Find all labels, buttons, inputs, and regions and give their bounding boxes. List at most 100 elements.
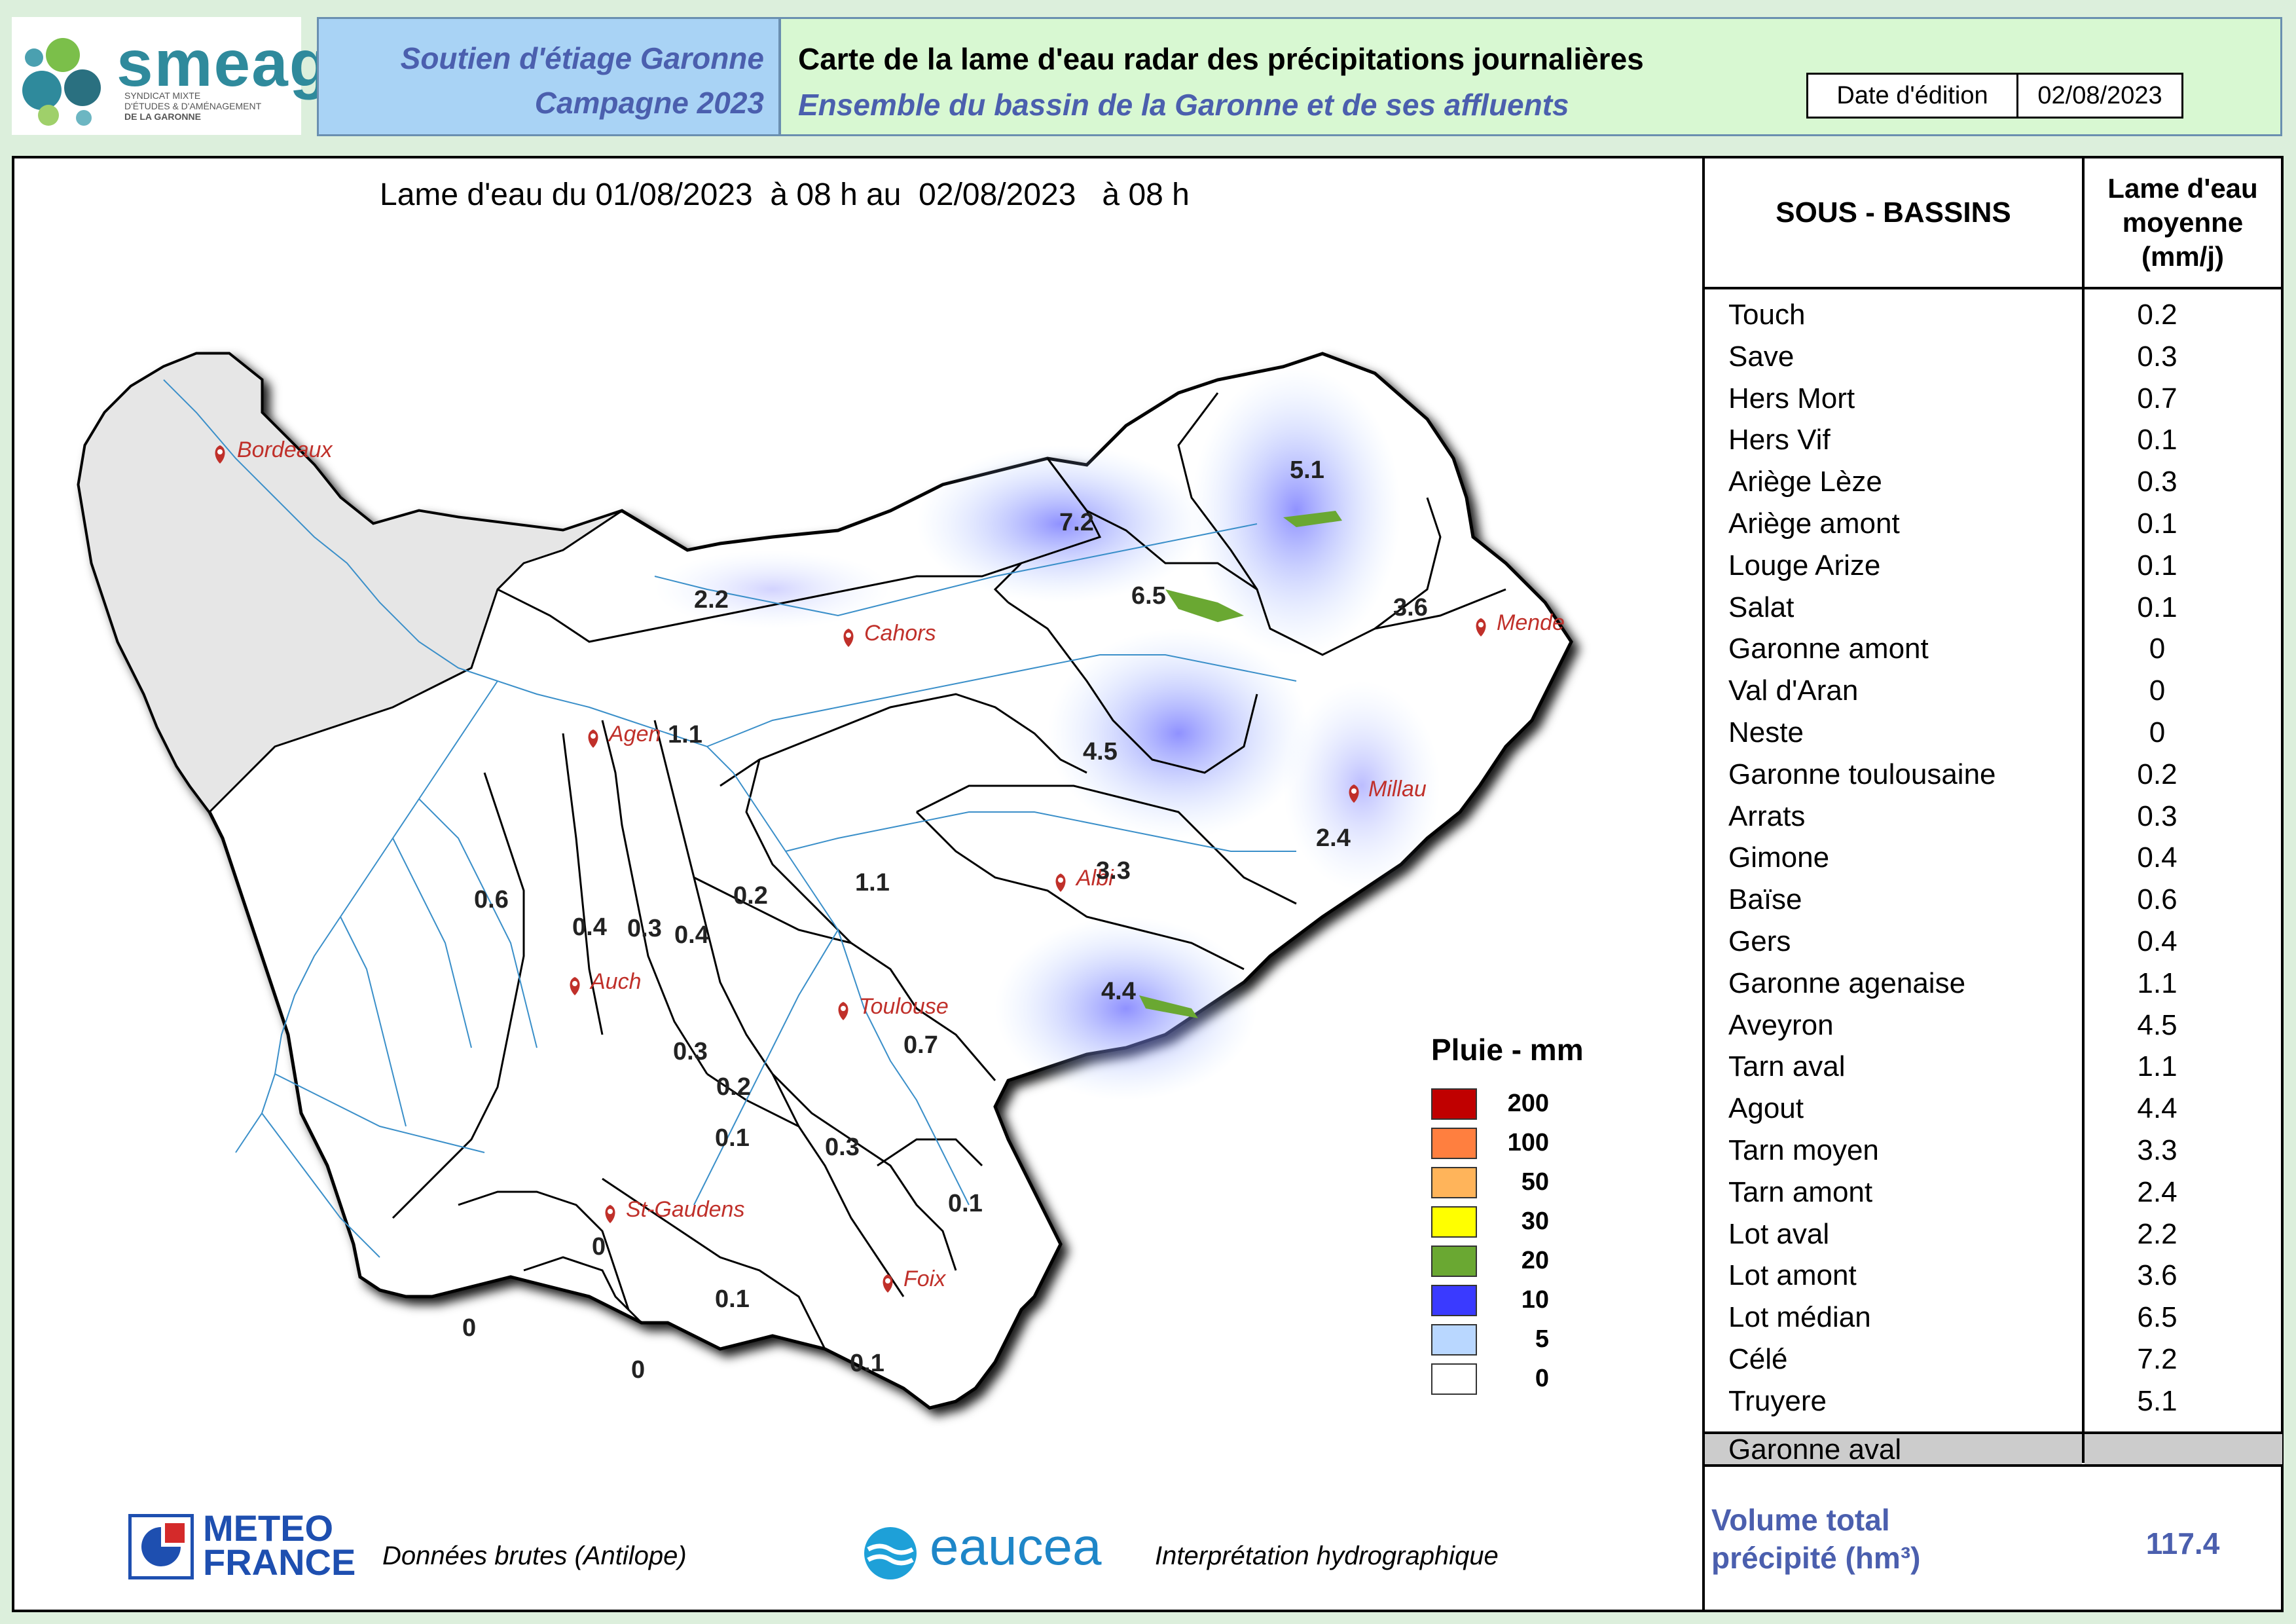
- table-row: Val d'Aran 0: [1728, 674, 2278, 716]
- title-box: Carte de la lame d'eau radar des précipi…: [779, 17, 2282, 136]
- subbasin-rain-value: 2.4: [2137, 1175, 2178, 1208]
- subbasin-rain-value: 0.3: [2137, 466, 2178, 498]
- rain-core: [1165, 589, 1244, 622]
- subbasin-rain-value: 3.3: [2137, 1134, 2178, 1166]
- meteo-france-logo-icon: [128, 1514, 194, 1579]
- legend-value: 30: [1521, 1208, 1549, 1235]
- map-pin-icon: [1349, 784, 1359, 803]
- campaign-box: Soutien d'étiage Garonne Campagne 2023: [317, 17, 780, 136]
- city-label: Cahors: [864, 621, 936, 646]
- legend-swatch: [1431, 1285, 1477, 1316]
- legend-value: 50: [1521, 1168, 1549, 1196]
- subbasin-name: Gers: [1728, 925, 1791, 957]
- subbasin-rain-value: 7.2: [2137, 1343, 2178, 1375]
- rain-core: [1283, 511, 1342, 527]
- table-row: Tarn aval 1.1: [1728, 1050, 2278, 1092]
- subbasin-rain-value: 4.5: [2137, 1008, 2178, 1041]
- table-row: Lot amont 3.6: [1728, 1259, 2278, 1301]
- table-row: Gimone 0.4: [1728, 841, 2278, 883]
- edition-date-label: Date d'édition: [1808, 75, 2018, 117]
- table-row: Aveyron 4.5: [1728, 1009, 2278, 1051]
- subbasin-value: 0: [462, 1314, 476, 1342]
- subbasin-value: 0.7: [903, 1031, 938, 1059]
- subbasin-value: 1.1: [855, 869, 890, 896]
- subbasin-rain-value: 0.2: [2137, 299, 2178, 331]
- subbasin-name: Lot amont: [1728, 1259, 1857, 1292]
- volume-label: Volume total précipité (hm³): [1711, 1503, 1921, 1575]
- legend-value: 0: [1535, 1365, 1549, 1392]
- table-row: Tarn amont 2.4: [1728, 1176, 2278, 1218]
- legend-value: 20: [1521, 1247, 1549, 1274]
- table-row: Arrats 0.3: [1728, 800, 2278, 842]
- logo-subtitle: SYNDICAT MIXTE D'ÉTUDES & D'AMÉNAGEMENT …: [124, 90, 262, 122]
- eaucea-logo-icon: [864, 1527, 917, 1579]
- table-header-value: Lame d'eau moyenne (mm/j): [2107, 173, 2258, 272]
- subbasin-value: 0.1: [948, 1190, 983, 1217]
- legend-swatch: [1431, 1128, 1477, 1159]
- subbasin-name: Tarn amont: [1728, 1175, 1873, 1208]
- table-row: Lot médian 6.5: [1728, 1301, 2278, 1343]
- subbasin-name: Arrats: [1728, 800, 1806, 832]
- river-network: [163, 379, 1297, 1258]
- rain-patch: [1283, 681, 1440, 891]
- garonne-aval-value-cell: [2085, 1434, 2282, 1466]
- subbasin-value: 3.3: [1096, 857, 1131, 885]
- subbasin-name: Garonne toulousaine: [1728, 758, 1996, 790]
- city-label: Bordeaux: [237, 437, 333, 462]
- legend-value: 100: [1507, 1129, 1549, 1156]
- legend-value: 5: [1535, 1325, 1549, 1353]
- table-row: Garonne agenaise 1.1: [1728, 967, 2278, 1009]
- subbasin-name: Ariège amont: [1728, 507, 1900, 540]
- volume-value: 117.4: [2145, 1526, 2220, 1560]
- subbasin-rain-value: 4.4: [2137, 1092, 2178, 1125]
- garonne-aval-zone: [77, 352, 623, 814]
- legend-title: Pluie - mm: [1431, 1033, 1584, 1067]
- city-label: St-Gaudens: [626, 1197, 744, 1222]
- table-row: Truyere 5.1: [1728, 1385, 2278, 1427]
- subbasin-name: Lot médian: [1728, 1301, 1871, 1334]
- map-pin-icon: [838, 1002, 848, 1020]
- subbasin-name: Baïse: [1728, 883, 1802, 916]
- map-pin-icon: [215, 445, 225, 464]
- meteo-france-logo: METEO FRANCE: [203, 1507, 356, 1583]
- subbasin-name: Gimone: [1728, 841, 1830, 874]
- rain-patch: [1192, 367, 1401, 655]
- subbasin-value: 0: [592, 1233, 606, 1261]
- city-label: Foix: [903, 1266, 946, 1291]
- subbasin-value: 3.6: [1393, 594, 1428, 621]
- subbasin-rain-value: 5.1: [2137, 1384, 2178, 1417]
- city-label: Albi: [1075, 866, 1114, 891]
- table-row: Ariège Lèze 0.3: [1728, 466, 2278, 507]
- subbasin-name: Salat: [1728, 591, 1795, 623]
- subbasin-name: Hers Vif: [1728, 424, 1831, 456]
- table-row: Agout 4.4: [1728, 1092, 2278, 1134]
- rain-core: [1139, 995, 1198, 1018]
- subbasin-value: 7.2: [1059, 509, 1094, 536]
- legend-swatch: [1431, 1324, 1477, 1356]
- subbasin-value: 4.5: [1083, 738, 1118, 766]
- subbasin-name: Garonne amont: [1728, 633, 1929, 665]
- subbasin-rain-value: 0.3: [2137, 800, 2178, 832]
- subbasin-name: Ariège Lèze: [1728, 466, 1882, 498]
- subbasin-value: 0.2: [733, 882, 768, 910]
- subbasin-rain-value: 0: [2149, 633, 2166, 665]
- subbasin-rain-value: 0.3: [2137, 340, 2178, 373]
- table-row: Hers Vif 0.1: [1728, 424, 2278, 466]
- subbasin-rain-value: 0.4: [2137, 841, 2178, 874]
- subbasin-rain-value: 0: [2149, 674, 2166, 707]
- subbasin-value: 0: [631, 1356, 645, 1384]
- table-row: Célé 7.2: [1728, 1343, 2278, 1385]
- subbasin-name: Truyere: [1728, 1384, 1827, 1417]
- subbasin-name: Neste: [1728, 716, 1804, 748]
- eaucea-logo: eaucea: [930, 1517, 1102, 1576]
- table-row: Touch 0.2: [1728, 299, 2278, 341]
- logo-text: smeag: [117, 27, 331, 100]
- subbasin-value: 0.2: [716, 1073, 751, 1101]
- map-pin-icon: [883, 1274, 893, 1293]
- legend-swatch: [1431, 1088, 1477, 1120]
- city-label: Mende: [1497, 610, 1565, 635]
- subbasin-value: 0.1: [715, 1124, 750, 1152]
- rain-patch: [995, 917, 1257, 1100]
- table-header-subbasins: SOUS - BASSINS: [1776, 196, 2011, 229]
- subbasin-value: 0.4: [572, 913, 607, 941]
